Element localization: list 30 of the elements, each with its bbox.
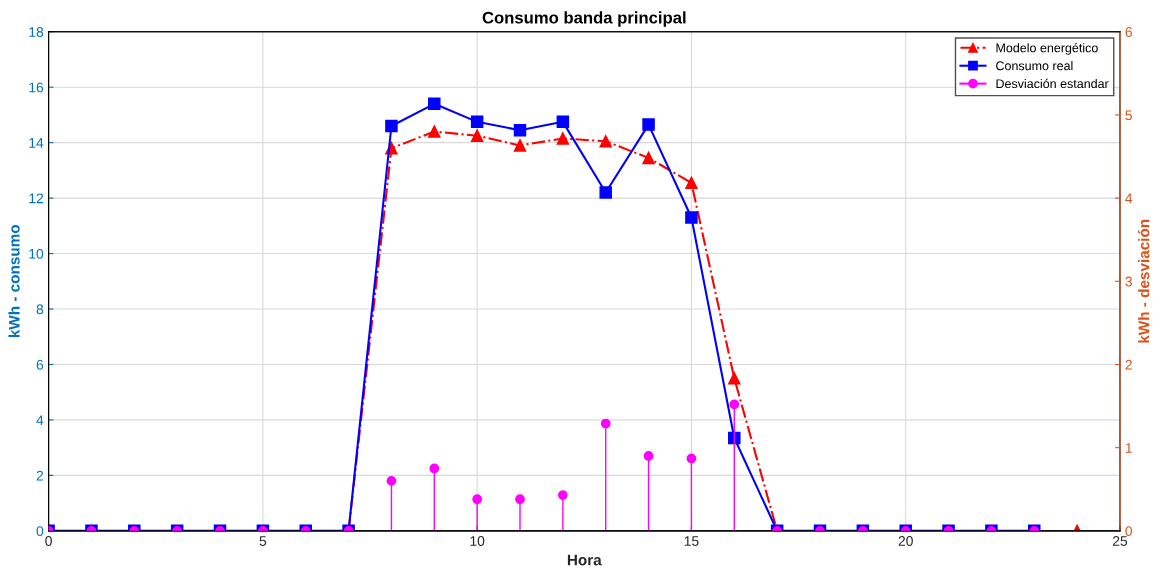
y2-tick-label: 4 — [1125, 193, 1133, 204]
x-tick-label: 20 — [898, 536, 913, 546]
y-axis-title: kWh - consumo — [8, 225, 20, 338]
x-tick-label: 5 — [259, 536, 267, 546]
y-tick-label: 16 — [29, 82, 44, 93]
x-tick-label: 0 — [45, 536, 52, 546]
x-tick-label: 15 — [684, 536, 699, 546]
y-tick-label: 6 — [36, 359, 44, 370]
legend-label: Desviación estandar — [996, 78, 1109, 89]
y-tick-label: 18 — [29, 27, 44, 37]
y2-tick-label: 2 — [1125, 359, 1132, 370]
y2-tick-label: 6 — [1125, 27, 1132, 37]
y2-tick-label: 5 — [1125, 110, 1132, 121]
y-tick-label: 14 — [29, 138, 44, 148]
y-tick-label: 4 — [36, 415, 44, 425]
y-tick-label: 8 — [36, 304, 44, 315]
y-tick-label: 0 — [36, 526, 44, 537]
y2-tick-label: 3 — [1125, 276, 1132, 287]
y2-tick-label: 1 — [1125, 443, 1132, 453]
y2-axis-title: kWh - desviación — [1137, 219, 1150, 343]
legend-label: Consumo real — [996, 61, 1073, 71]
y2-tick-label: 0 — [1125, 526, 1133, 537]
chart-title: Consumo banda principal — [482, 11, 686, 27]
legend-label: Modelo energético — [996, 42, 1098, 55]
x-tick-label: 10 — [470, 536, 485, 546]
y-tick-label: 12 — [29, 193, 44, 204]
y-tick-label: 10 — [29, 248, 44, 259]
x-tick-label: 25 — [1112, 536, 1128, 546]
y-tick-label: 2 — [36, 470, 44, 481]
x-axis-title: Hora — [567, 554, 602, 566]
